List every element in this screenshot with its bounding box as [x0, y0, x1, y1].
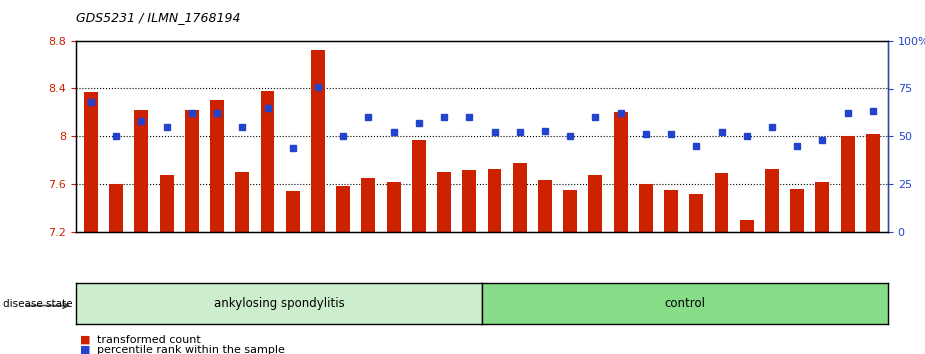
Bar	[816, 182, 830, 232]
Text: ■: ■	[80, 345, 91, 354]
Bar	[462, 170, 476, 232]
Bar	[438, 172, 451, 232]
Bar	[362, 178, 376, 232]
Bar	[487, 169, 501, 232]
Bar	[261, 91, 275, 232]
Bar	[563, 190, 577, 232]
Bar	[866, 134, 880, 232]
Text: ■: ■	[80, 335, 91, 345]
Bar	[235, 172, 249, 232]
Bar	[765, 169, 779, 232]
Bar	[664, 190, 678, 232]
Bar	[689, 194, 703, 232]
Bar	[841, 136, 855, 232]
Text: control: control	[664, 297, 706, 310]
Bar	[134, 110, 148, 232]
Bar	[715, 173, 729, 232]
Bar	[84, 92, 98, 232]
Bar	[790, 189, 804, 232]
Bar	[311, 50, 325, 232]
Bar	[210, 101, 224, 232]
Text: GDS5231 / ILMN_1768194: GDS5231 / ILMN_1768194	[76, 11, 240, 24]
Bar	[512, 162, 526, 232]
Bar	[109, 184, 123, 232]
Bar	[639, 184, 653, 232]
Bar	[588, 175, 602, 232]
Text: ankylosing spondylitis: ankylosing spondylitis	[214, 297, 344, 310]
Bar	[286, 191, 300, 232]
Bar	[160, 175, 174, 232]
Bar	[387, 182, 401, 232]
Bar	[613, 113, 627, 232]
Text: disease state: disease state	[3, 298, 72, 309]
Text: percentile rank within the sample: percentile rank within the sample	[97, 345, 285, 354]
Text: transformed count: transformed count	[97, 335, 201, 345]
Bar	[412, 140, 426, 232]
Bar	[740, 220, 754, 232]
Bar	[337, 187, 351, 232]
Bar	[538, 181, 552, 232]
Bar	[185, 110, 199, 232]
